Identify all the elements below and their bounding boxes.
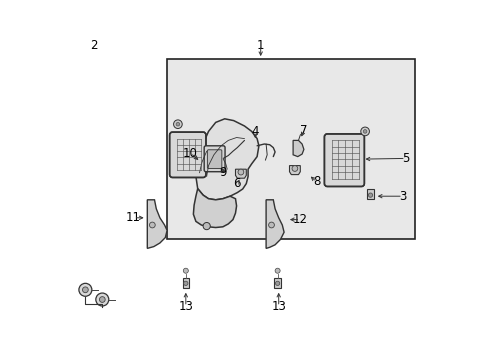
FancyBboxPatch shape xyxy=(207,150,222,168)
Circle shape xyxy=(176,122,179,126)
Circle shape xyxy=(82,287,88,293)
FancyBboxPatch shape xyxy=(169,132,205,177)
Circle shape xyxy=(360,127,368,136)
Text: 12: 12 xyxy=(292,213,307,226)
Polygon shape xyxy=(147,200,167,248)
Polygon shape xyxy=(196,119,258,200)
Circle shape xyxy=(173,120,182,129)
Polygon shape xyxy=(235,169,246,178)
Circle shape xyxy=(268,222,274,228)
Circle shape xyxy=(275,268,280,273)
Text: 13: 13 xyxy=(271,300,285,313)
Circle shape xyxy=(96,293,108,306)
Text: 3: 3 xyxy=(398,190,406,203)
Bar xyxy=(182,278,189,288)
Circle shape xyxy=(275,281,279,285)
Circle shape xyxy=(363,130,366,133)
Polygon shape xyxy=(292,140,303,157)
Text: 4: 4 xyxy=(251,125,259,138)
Circle shape xyxy=(79,283,92,296)
Text: 9: 9 xyxy=(219,166,226,179)
Bar xyxy=(274,278,280,288)
Circle shape xyxy=(99,297,105,302)
Bar xyxy=(167,59,415,239)
Circle shape xyxy=(238,169,244,175)
Polygon shape xyxy=(289,166,300,175)
Text: 1: 1 xyxy=(256,39,264,51)
Text: 8: 8 xyxy=(312,175,320,188)
Polygon shape xyxy=(193,189,236,228)
Text: 2: 2 xyxy=(90,39,98,51)
Circle shape xyxy=(183,268,188,273)
Polygon shape xyxy=(265,200,284,248)
Text: 10: 10 xyxy=(183,147,198,159)
Circle shape xyxy=(203,222,210,230)
Text: 13: 13 xyxy=(178,300,193,313)
Text: 5: 5 xyxy=(401,152,408,165)
Circle shape xyxy=(149,222,155,228)
Text: 7: 7 xyxy=(300,124,307,137)
Text: 11: 11 xyxy=(126,211,141,224)
Circle shape xyxy=(367,193,372,197)
Bar xyxy=(366,189,373,199)
FancyBboxPatch shape xyxy=(204,146,224,172)
Text: 6: 6 xyxy=(233,177,241,190)
Circle shape xyxy=(183,281,187,285)
Circle shape xyxy=(291,166,297,171)
FancyBboxPatch shape xyxy=(324,134,364,186)
